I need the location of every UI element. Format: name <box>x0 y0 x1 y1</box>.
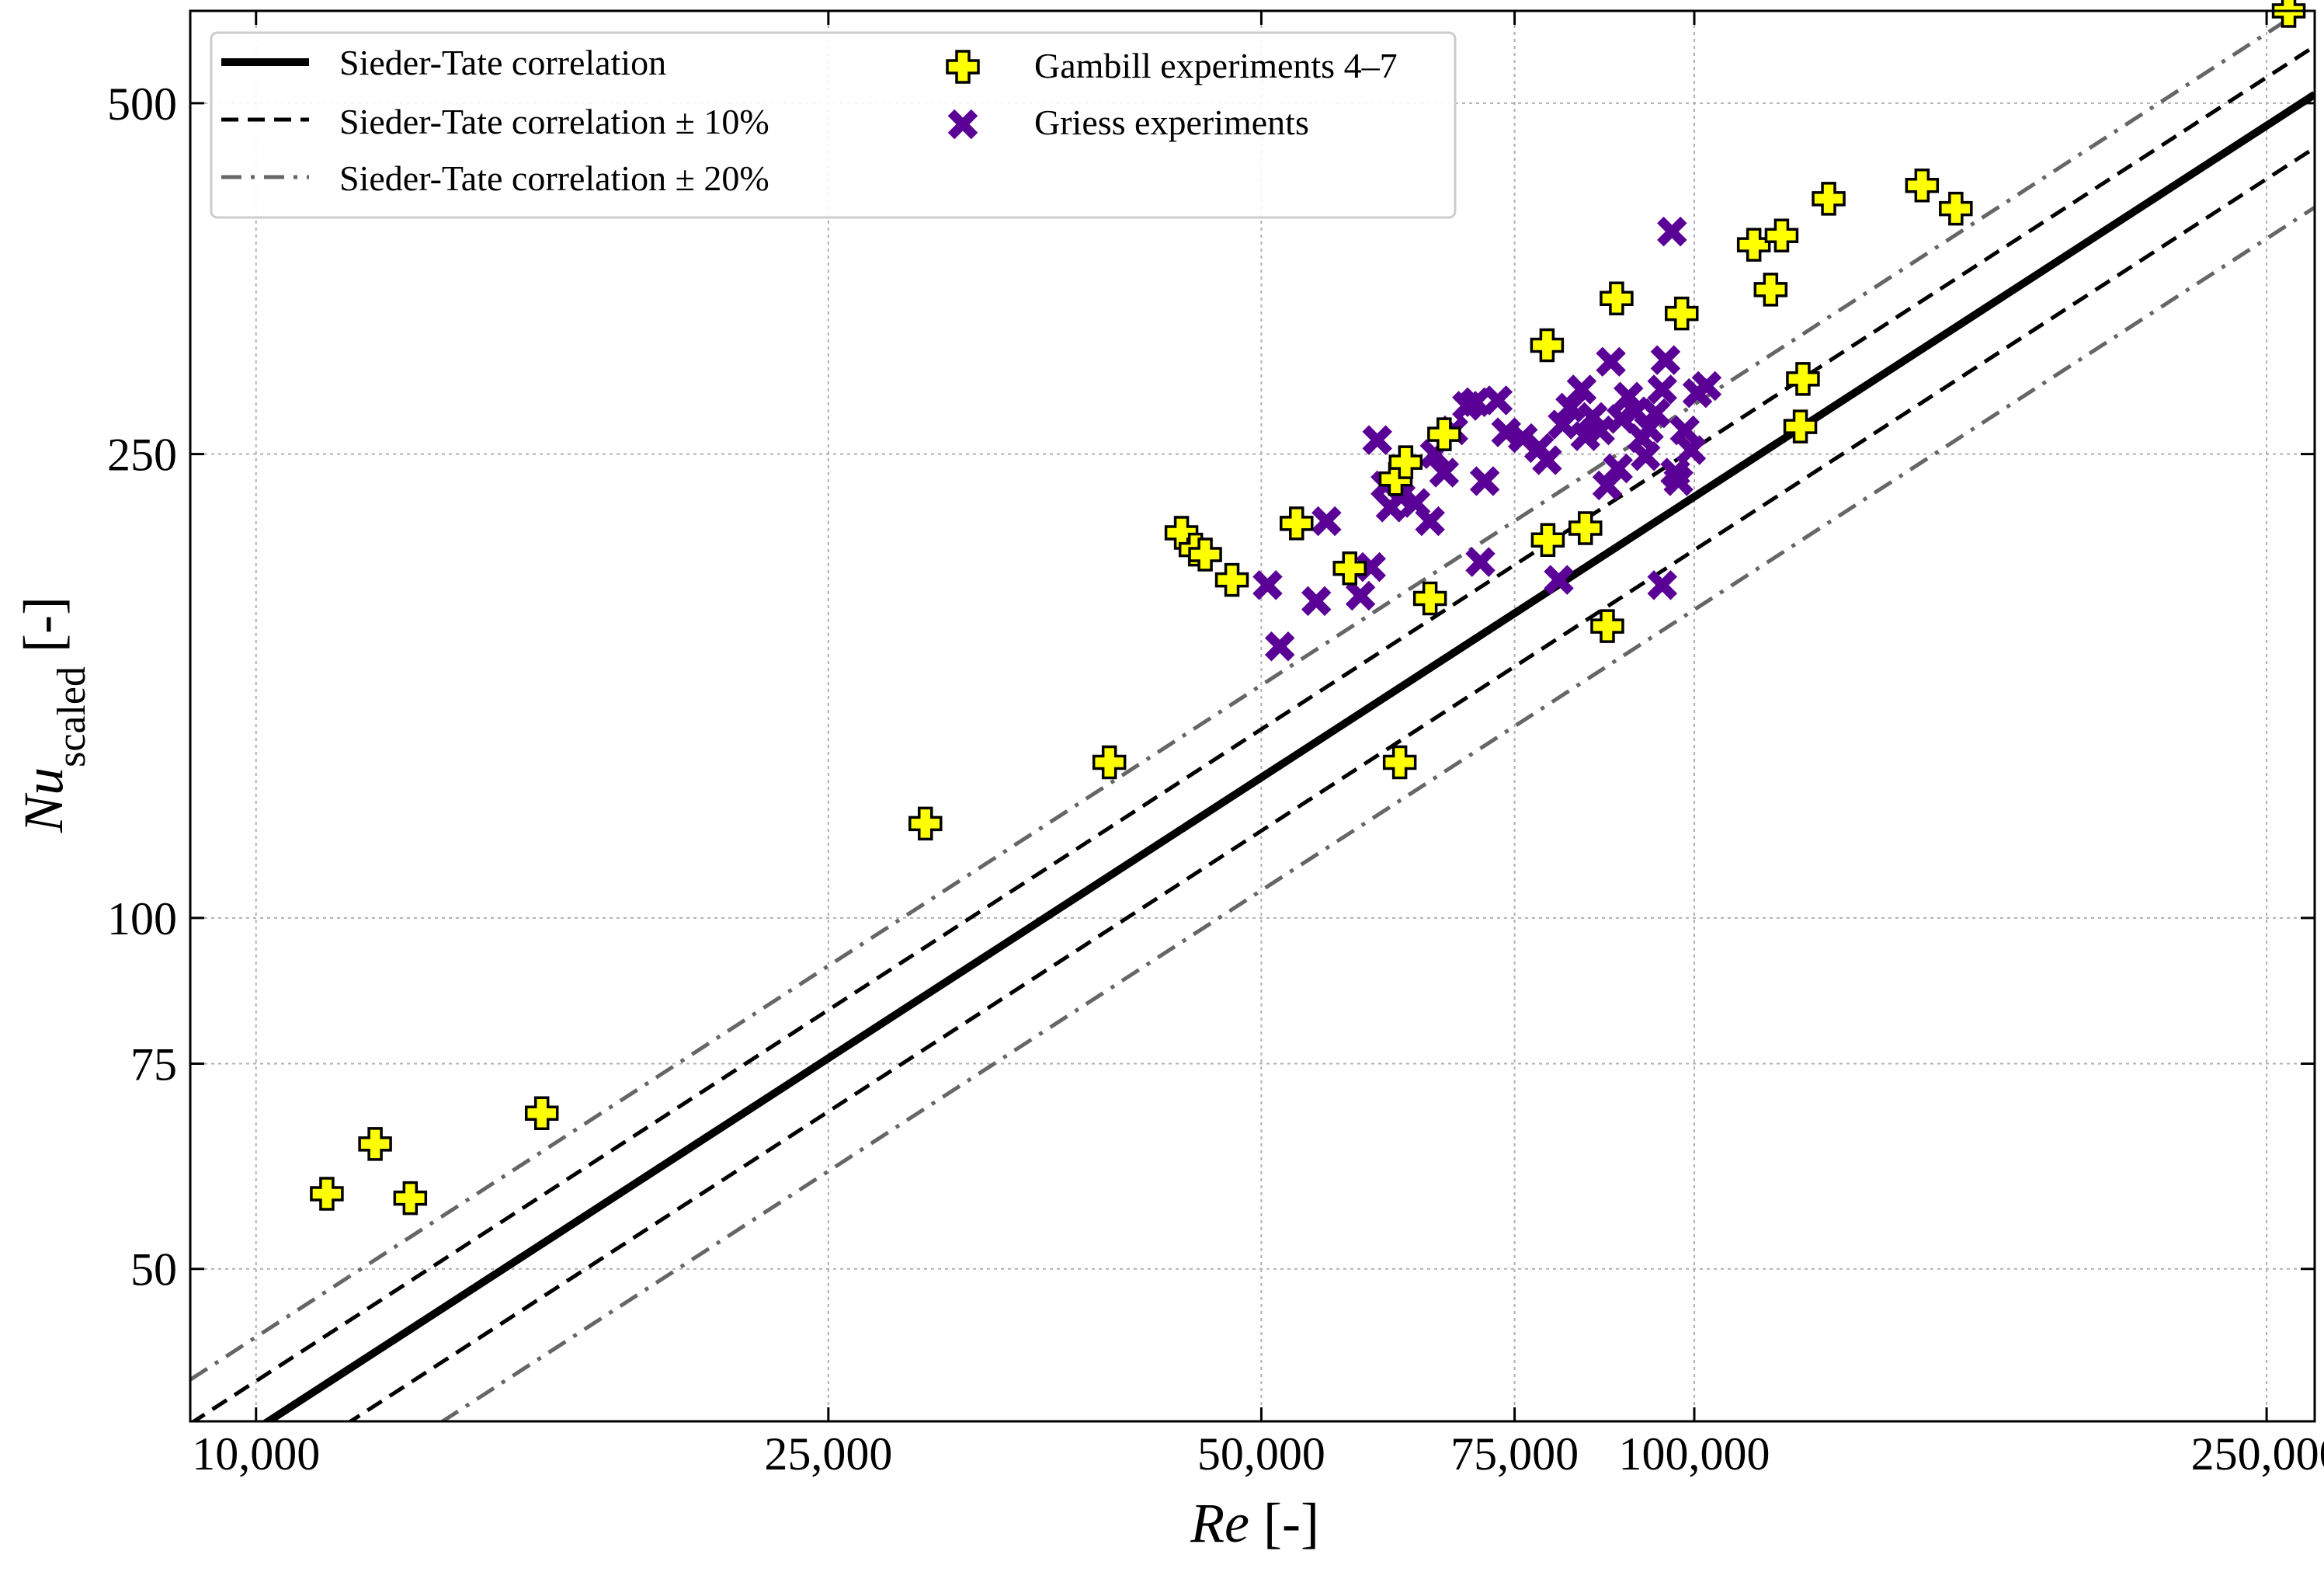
gambill-point <box>1530 328 1565 363</box>
gambill-point <box>1092 745 1127 780</box>
gambill-point <box>1530 523 1565 557</box>
griess-point <box>1640 398 1671 429</box>
gambill-point <box>1388 445 1423 479</box>
x-axis-label: Re [-] <box>1190 1492 1319 1554</box>
gambill-point <box>908 806 943 841</box>
gambill-point <box>1332 551 1367 586</box>
x-tick-label: 250,000 <box>2191 1428 2324 1480</box>
griess-point <box>1657 216 1687 247</box>
griess-point <box>1548 409 1578 440</box>
gambill-point <box>310 1177 344 1211</box>
griess-point <box>1555 392 1586 423</box>
gambill-point <box>1568 511 1603 545</box>
griess-point <box>1429 457 1460 488</box>
gambill-point <box>1753 273 1788 307</box>
correlation-lines <box>190 11 2315 1421</box>
band-20-lower-line <box>439 205 2315 1421</box>
y-tick-label: 250 <box>107 430 177 481</box>
griess-point <box>1566 374 1597 405</box>
griess-point <box>1415 506 1445 537</box>
legend-box <box>210 31 1457 219</box>
x-tick-label: 50,000 <box>1197 1428 1325 1480</box>
gambill-point <box>2271 0 2306 28</box>
gambill-point <box>1427 417 1461 451</box>
griess-point <box>1345 580 1376 611</box>
y-axis-label: Nuscaled [-] <box>12 596 94 833</box>
data-points <box>310 0 2306 1216</box>
legend-marker-griess <box>947 109 978 140</box>
y-tick-label: 500 <box>107 78 177 130</box>
gambill-point <box>1764 218 1799 252</box>
legend-label-band-20: Sieder-Tate correlation ± 20% <box>339 158 769 198</box>
gambill-point <box>1600 281 1634 315</box>
legend-x-marker <box>947 109 978 140</box>
legend-marker-gambill <box>946 50 980 84</box>
legend: Sieder-Tate correlation Sieder-Tate corr… <box>210 31 1457 219</box>
griess-point <box>1311 506 1342 537</box>
griess-point <box>1252 570 1283 600</box>
gambill-point <box>524 1096 559 1131</box>
gambill-point <box>1280 506 1314 541</box>
griess-point <box>1264 631 1295 662</box>
band-20-upper-line <box>190 11 2305 1382</box>
griess-point <box>1676 435 1707 465</box>
gambill-point <box>1786 362 1820 396</box>
griess-point <box>1461 387 1492 418</box>
gambill-point <box>1412 581 1447 616</box>
griess-point <box>1603 453 1633 484</box>
gambill-point <box>393 1181 428 1216</box>
gambill-point <box>1736 228 1771 262</box>
gambill-point <box>1382 745 1417 780</box>
gambill-point <box>1783 409 1818 443</box>
y-tick-label: 50 <box>130 1244 177 1296</box>
legend-label-gambill: Gambill experiments 4–7 <box>1034 46 1398 85</box>
legend-label-griess: Griess experiments <box>1034 103 1309 142</box>
gambill-point <box>1214 562 1249 597</box>
x-tick-label: 25,000 <box>764 1428 892 1480</box>
griess-point <box>1465 547 1495 577</box>
plot-frame <box>189 9 2316 1423</box>
griess-point <box>1691 370 1722 402</box>
correlation-line <box>261 91 2315 1421</box>
griess-point <box>1596 346 1626 377</box>
grid-lines <box>190 11 2315 1421</box>
gambill-point <box>1905 169 1940 203</box>
legend-label-correlation: Sieder-Tate correlation <box>339 43 666 82</box>
griess-point <box>1650 345 1681 375</box>
griess-point <box>1544 565 1574 595</box>
y-tick-label: 100 <box>107 893 177 944</box>
x-tick-label: 75,000 <box>1450 1428 1579 1480</box>
y-tick-label: 75 <box>130 1038 177 1090</box>
griess-point <box>1663 466 1693 496</box>
gambill-point <box>1939 191 1973 226</box>
x-tick-label: 10,000 <box>192 1428 320 1480</box>
gambill-point <box>358 1127 392 1161</box>
gambill-point <box>1665 296 1699 331</box>
gambill-point <box>1188 537 1222 572</box>
griess-point <box>1647 570 1677 600</box>
griess-point <box>1469 466 1500 496</box>
gambill-point <box>1590 609 1624 643</box>
legend-label-band-10: Sieder-Tate correlation ± 10% <box>339 102 769 141</box>
x-tick-label: 100,000 <box>1619 1428 1770 1480</box>
griess-point <box>1362 425 1393 455</box>
griess-point <box>1482 385 1513 416</box>
griess-point <box>1532 445 1562 475</box>
band-10-lower-line <box>346 146 2315 1421</box>
plot-border <box>189 9 2316 1423</box>
griess-point <box>1647 374 1677 405</box>
legend-plus-marker <box>946 50 980 84</box>
gambill-point <box>1812 182 1846 216</box>
axis-ticks: 10,000 25,000 50,000 75,000 100,000 250,000 50… <box>107 11 2324 1480</box>
griess-point <box>1669 415 1700 446</box>
griess-point <box>1585 415 1615 446</box>
griess-point <box>1631 441 1661 471</box>
griess-point <box>1301 586 1332 617</box>
band-10-upper-line <box>190 44 2315 1421</box>
